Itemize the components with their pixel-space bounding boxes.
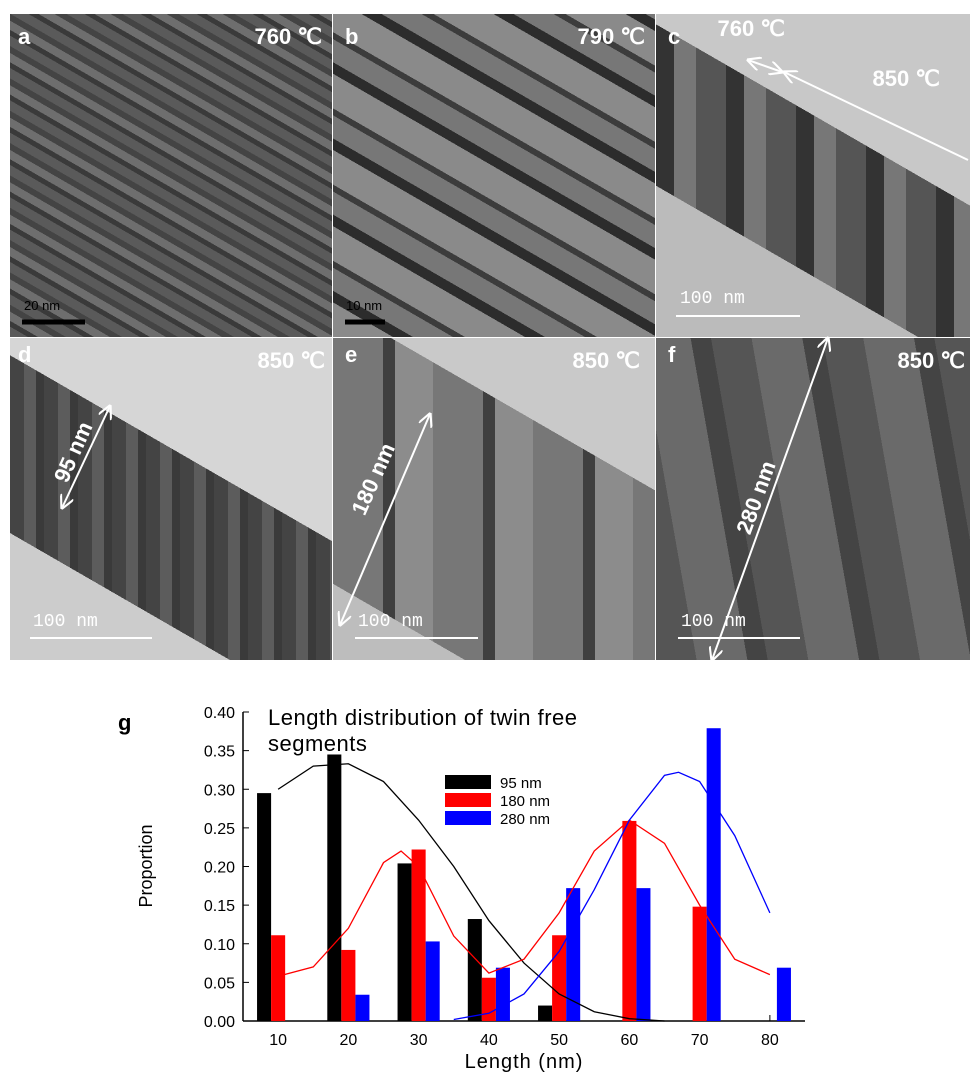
x-tick-label: 50 xyxy=(550,1032,568,1049)
bar xyxy=(341,949,356,1021)
y-tick-label: 0.30 xyxy=(204,782,235,799)
panel-label: e xyxy=(345,342,357,367)
tem-image xyxy=(333,14,655,337)
bar xyxy=(776,967,791,1021)
y-tick-label: 0.20 xyxy=(204,860,235,877)
chart-title: Length distribution of twin free segment… xyxy=(268,705,578,756)
y-tick-label: 0.15 xyxy=(204,898,235,915)
arrow xyxy=(340,414,430,625)
chart: g 0.00 0.05 0.10 0.15 0.20 0.25 0.30 0.35 0.40 10 2… xyxy=(118,705,805,1073)
y-tick-label: 0.25 xyxy=(204,821,235,838)
bar xyxy=(692,906,707,1021)
scale-bar-label: 100 nm xyxy=(358,612,423,632)
scale-bar-label: 100 nm xyxy=(33,612,98,632)
panel-label: d xyxy=(18,342,31,367)
panel-label: c xyxy=(668,24,680,49)
temperature: 790 ℃ xyxy=(577,24,645,49)
temperature: 760 ℃ xyxy=(717,16,785,41)
legend-swatch xyxy=(445,775,491,789)
x-axis-label: Length (nm) xyxy=(465,1051,584,1073)
y-axis-label: Proportion xyxy=(136,824,156,907)
bar xyxy=(636,888,651,1021)
bar xyxy=(622,820,637,1021)
scale-bar-label: 20 nm xyxy=(24,298,60,313)
scale-bar-label: 10 nm xyxy=(346,298,382,313)
bar xyxy=(411,849,426,1021)
temperature: 850 ℃ xyxy=(897,348,965,373)
panel-label: f xyxy=(668,342,676,367)
scale-bar-label: 100 nm xyxy=(681,612,746,632)
y-tick-label: 0.40 xyxy=(204,705,235,722)
arrow xyxy=(62,406,110,508)
bar xyxy=(355,994,370,1021)
fit-curve xyxy=(277,819,771,977)
legend-label: 180 nm xyxy=(500,793,550,810)
arrow xyxy=(748,60,782,72)
x-tick-label: 20 xyxy=(339,1032,357,1049)
x-tick-label: 60 xyxy=(620,1032,638,1049)
temperature: 760 ℃ xyxy=(254,24,322,49)
bar xyxy=(538,1005,553,1021)
y-tick-label: 0.35 xyxy=(204,744,235,761)
x-tick-label: 70 xyxy=(691,1032,709,1049)
panel-label: g xyxy=(118,710,131,735)
bar xyxy=(397,863,412,1021)
bar xyxy=(257,793,272,1021)
temperature: 850 ℃ xyxy=(872,66,940,91)
size-label: 180 nm xyxy=(346,439,400,518)
temperature: 850 ℃ xyxy=(257,348,325,373)
bar xyxy=(327,754,342,1021)
legend-swatch xyxy=(445,811,491,825)
x-tick-label: 10 xyxy=(269,1032,287,1049)
size-label: 280 nm xyxy=(731,458,780,538)
bar xyxy=(495,967,510,1021)
arrow xyxy=(712,338,828,660)
y-tick-label: 0.00 xyxy=(204,1014,235,1031)
legend-swatch xyxy=(445,793,491,807)
scale-bar-label: 100 nm xyxy=(680,289,745,309)
x-tick-label: 80 xyxy=(761,1032,779,1049)
tem-image xyxy=(656,14,970,337)
fit-curve xyxy=(277,763,665,1022)
y-tick-label: 0.10 xyxy=(204,937,235,954)
bar xyxy=(481,977,496,1021)
x-tick-label: 40 xyxy=(480,1032,498,1049)
fit-curve xyxy=(453,771,771,1021)
bar xyxy=(425,941,440,1021)
bar xyxy=(706,728,721,1021)
panel-label: a xyxy=(18,24,31,49)
arrows xyxy=(62,60,969,660)
bar xyxy=(467,919,482,1021)
temperature: 850 ℃ xyxy=(572,348,640,373)
bar xyxy=(271,935,286,1021)
x-tick-label: 30 xyxy=(410,1032,428,1049)
legend-label: 95 nm xyxy=(500,775,542,792)
size-label: 95 nm xyxy=(49,418,98,486)
bar xyxy=(552,935,567,1021)
legend-label: 280 nm xyxy=(500,811,550,828)
tem-image xyxy=(10,14,332,337)
panel-label: b xyxy=(345,24,358,49)
y-tick-label: 0.05 xyxy=(204,975,235,992)
arrow xyxy=(784,72,969,161)
